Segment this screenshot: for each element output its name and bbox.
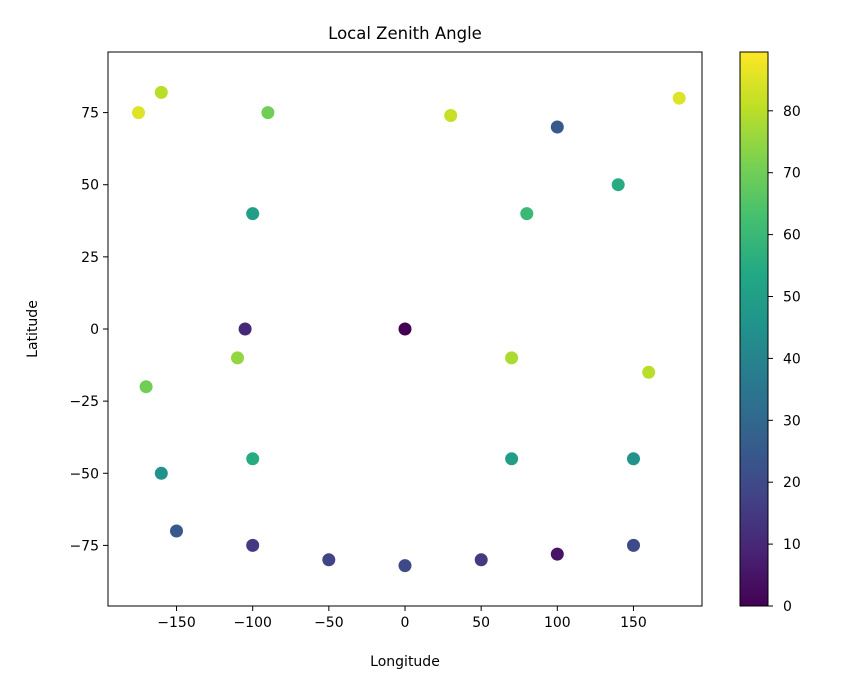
x-axis: −150 −100 −50 0 50 100 150 <box>157 606 647 631</box>
colorbar-tick-label: 40 <box>783 351 801 367</box>
scatter-point <box>505 351 519 365</box>
scatter-point <box>261 106 275 120</box>
scatter-point <box>611 178 625 192</box>
x-tick-label: −50 <box>314 615 344 631</box>
scatter-point <box>322 553 336 567</box>
scatter-points <box>132 85 686 573</box>
colorbar-gradient <box>739 51 769 607</box>
colorbar-tick-label: 50 <box>783 290 801 306</box>
chart-title: Local Zenith Angle <box>328 24 482 43</box>
x-tick-label: 50 <box>472 615 490 631</box>
scatter-point <box>444 109 458 122</box>
y-tick-label: 0 <box>90 322 99 338</box>
y-tick-label: 75 <box>81 106 99 122</box>
x-tick-label: −100 <box>233 615 271 631</box>
y-axis: −75 −50 −25 0 25 50 75 <box>69 106 108 554</box>
scatter-point <box>398 559 412 573</box>
scatter-point <box>170 524 183 538</box>
scatter-point <box>642 365 656 379</box>
scatter-point <box>398 322 412 336</box>
colorbar-tick-label: 10 <box>783 537 801 553</box>
scatter-point <box>231 351 244 365</box>
x-tick-label: 150 <box>620 615 647 631</box>
scatter-point <box>520 207 534 221</box>
scatter-point <box>238 322 252 336</box>
scatter-point <box>505 452 519 466</box>
scatter-point <box>132 106 145 120</box>
scatter-point <box>672 91 686 105</box>
colorbar-tick-label: 60 <box>783 228 801 244</box>
scatter-point <box>550 547 564 561</box>
scatter-point <box>246 538 260 552</box>
scatter-point <box>139 380 153 394</box>
scatter-point <box>550 120 564 134</box>
scatter-point <box>474 553 488 567</box>
colorbar-tick-label: 80 <box>783 104 801 120</box>
colorbar-tick-label: 20 <box>783 475 801 491</box>
scatter-point <box>246 452 260 466</box>
scatter-point <box>154 85 168 99</box>
colorbar-tick-label: 70 <box>783 166 801 182</box>
x-axis-label: Longitude <box>370 654 440 670</box>
colorbar-tick-label: 30 <box>783 413 801 429</box>
scatter-point <box>246 207 260 221</box>
y-tick-label: −75 <box>69 538 99 554</box>
y-tick-label: 25 <box>81 250 99 266</box>
y-tick-label: 50 <box>81 178 99 194</box>
colorbar-tick-label: 0 <box>783 599 792 615</box>
scatter-point <box>627 538 640 552</box>
y-tick-label: −25 <box>69 394 99 410</box>
y-axis-label: Latitude <box>25 300 41 358</box>
colorbar-ticks: 0 10 20 30 40 50 60 70 80 <box>768 104 801 615</box>
scatter-point <box>154 466 168 480</box>
scatter-point <box>627 452 640 466</box>
x-tick-label: −150 <box>157 615 195 631</box>
colorbar: 0 10 20 30 40 50 60 70 80 <box>739 51 801 615</box>
x-tick-label: 0 <box>401 615 410 631</box>
y-tick-label: −50 <box>69 466 99 482</box>
x-tick-label: 100 <box>544 615 571 631</box>
